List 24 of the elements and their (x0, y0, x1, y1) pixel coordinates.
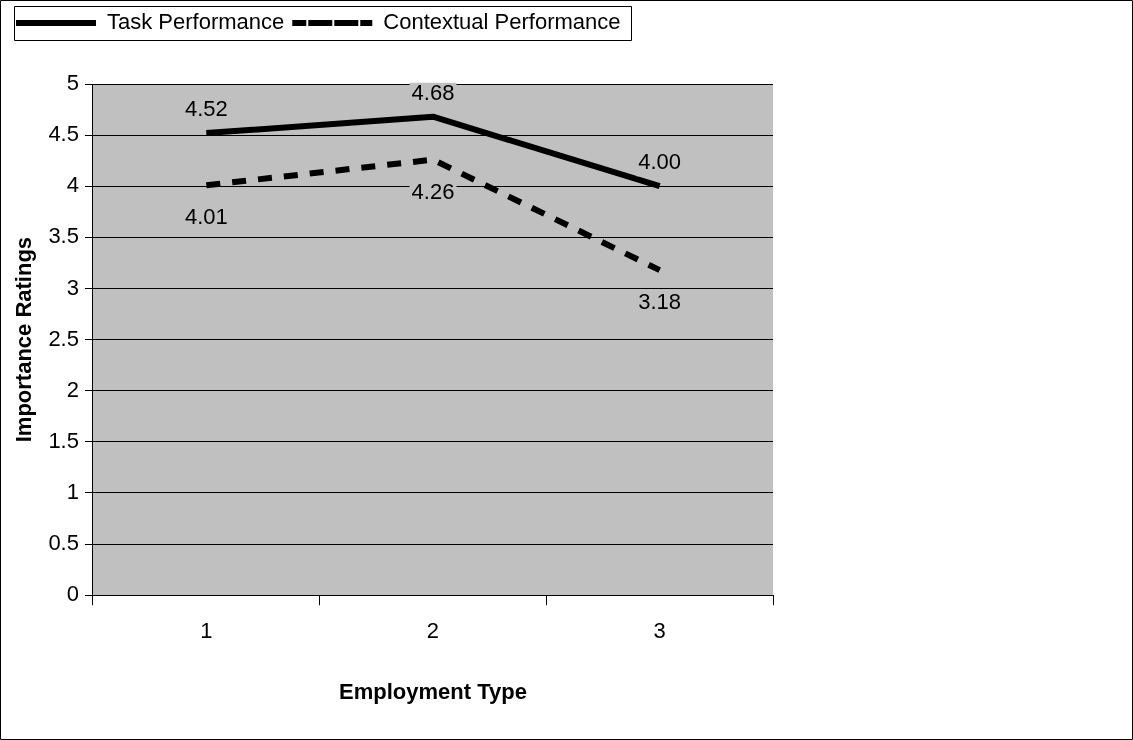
y-tick-label: 2 (66, 376, 79, 402)
data-label: 4.00 (638, 149, 682, 175)
x-tick-label: 3 (653, 618, 666, 644)
x-tick-label: 2 (426, 618, 440, 644)
data-label: 4.52 (184, 96, 228, 122)
x-tick-label: 1 (200, 618, 213, 644)
y-tick-label: 5 (66, 70, 79, 96)
x-axis-title: Employment Type (339, 678, 527, 704)
data-label: 4.68 (411, 79, 455, 105)
legend-label: Contextual Performance (383, 9, 621, 35)
y-tick-label: 0.5 (48, 530, 79, 556)
y-tick-label: 3.5 (48, 223, 79, 249)
y-tick-label: 1.5 (48, 427, 79, 453)
y-tick-label: 1 (66, 479, 79, 505)
data-label: 4.26 (411, 178, 455, 204)
y-axis-title: Importance Ratings (11, 236, 37, 443)
y-tick-label: 4 (66, 172, 79, 198)
y-tick-label: 4.5 (48, 121, 79, 147)
y-tick-label: 0 (66, 581, 79, 607)
legend-label: Task Performance (107, 9, 285, 35)
data-label: 3.18 (638, 289, 682, 315)
data-label: 4.01 (184, 204, 228, 230)
y-tick-label: 3 (66, 274, 79, 300)
y-tick-label: 2.5 (48, 325, 79, 351)
